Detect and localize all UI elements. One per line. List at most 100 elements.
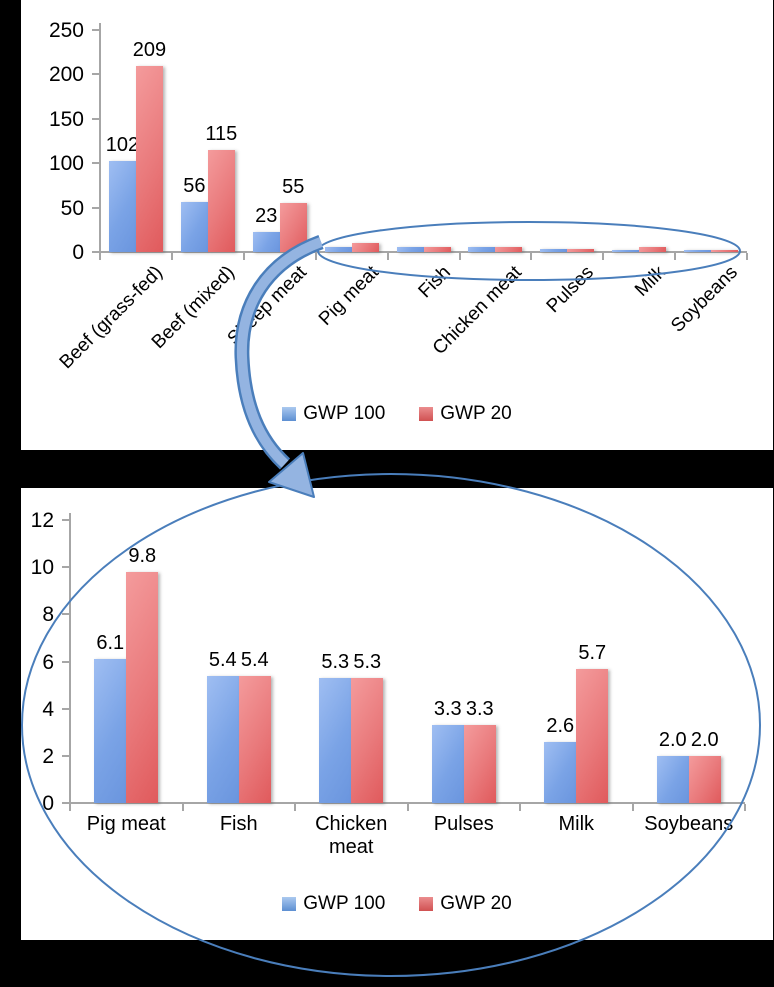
zoomed-chart-panel: 0 2 4 6 8 10 12 6.1 9.8 Pig meat 5.4 5.4 Fish 5.3 5.3 C…: [21, 488, 773, 940]
y-axis-tick: [62, 707, 69, 710]
x-axis-tick: [530, 253, 533, 260]
y-axis-line: [69, 513, 71, 805]
category-label: Milk: [631, 262, 671, 301]
y-tick-label: 4: [42, 697, 54, 721]
y-axis-tick: [92, 206, 99, 209]
category-label: Soybeans: [667, 262, 742, 337]
bar-gwp20-chicken-meat: [351, 678, 384, 803]
y-tick-label: 2: [42, 744, 54, 768]
bar-gwp20-fish: [238, 675, 271, 803]
bar-gwp100-milk: [612, 249, 640, 252]
bar-gwp100-fish: [396, 247, 424, 252]
bar-gwp20-pig-meat: [126, 571, 159, 803]
category-label: Fish: [219, 813, 258, 835]
y-tick-label: 100: [48, 152, 84, 176]
y-tick-label: 200: [48, 63, 84, 87]
bar-gwp20-soybeans: [688, 755, 721, 803]
x-axis-tick: [746, 253, 749, 260]
bar-gwp100-pig-meat: [324, 246, 352, 252]
y-tick-label: 0: [72, 241, 84, 264]
category-label: Beef (grass-fed): [55, 262, 167, 374]
bar-value-label: 5.4: [240, 648, 269, 671]
bar-gwp20-soybeans: [711, 250, 739, 252]
y-axis-tick: [62, 754, 69, 757]
bar-gwp20-milk: [576, 668, 609, 803]
bar-value-label: 102: [105, 134, 140, 157]
category-label: Pig meat: [314, 262, 383, 330]
bar-value-label: 9.8: [128, 544, 157, 567]
y-tick-label: 10: [30, 556, 54, 580]
x-axis-tick: [674, 253, 677, 260]
x-axis-tick: [458, 253, 461, 260]
y-axis-tick: [62, 613, 69, 616]
y-tick-label: 250: [48, 19, 84, 42]
bar-gwp20-beef-grass-fed-: [135, 66, 163, 252]
overview-chart: 0 50 100 150 200 250 102 209 Beef (grass-fed) 56 1…: [21, 0, 773, 450]
bar-gwp20-chicken-meat: [495, 247, 523, 252]
y-axis-tick: [92, 117, 99, 120]
x-axis-tick: [294, 804, 296, 811]
category-label: Milk: [558, 813, 595, 835]
bar-gwp100-soybeans: [656, 755, 689, 803]
legend-item-gwp100: GWP 100: [282, 894, 385, 913]
category-label: Beef (mixed): [147, 262, 239, 354]
category-label: Soybeans: [644, 813, 734, 835]
zoomed-chart: 0 2 4 6 8 10 12 6.1 9.8 Pig meat 5.4 5.4 Fish 5.3 5.3 C…: [21, 488, 773, 940]
bar-gwp100-beef-grass-fed-: [108, 161, 136, 252]
legend-label-gwp100: GWP 100: [303, 893, 386, 914]
category-label: Chicken meat: [429, 262, 527, 359]
bar-gwp20-beef-mixed-: [207, 149, 235, 252]
bar-value-label: 2.0: [690, 728, 719, 751]
category-label: Sheep meat: [223, 262, 311, 350]
x-axis-tick: [519, 804, 521, 811]
x-axis-tick: [99, 253, 101, 260]
legend-swatch-blue-icon: [282, 406, 297, 421]
bar-gwp20-pulses: [567, 249, 595, 252]
bar-gwp20-milk: [639, 246, 667, 252]
bar-gwp100-soybeans: [684, 250, 712, 252]
category-label: Pulses: [433, 813, 494, 835]
bar-gwp100-sheep-meat: [252, 231, 280, 252]
legend-swatch-blue-icon: [282, 896, 297, 911]
bar-gwp100-chicken-meat: [468, 247, 496, 252]
x-axis-tick: [744, 804, 746, 811]
x-axis-tick: [170, 253, 173, 260]
legend-swatch-red-icon: [419, 406, 434, 421]
legend-label-gwp100: GWP 100: [303, 403, 386, 424]
bar-gwp100-fish: [206, 675, 239, 803]
x-axis-tick: [181, 804, 184, 811]
x-axis-tick: [602, 253, 605, 260]
y-tick-label: 150: [48, 107, 84, 131]
bar-gwp20-fish: [423, 247, 451, 252]
x-axis-tick: [242, 253, 245, 260]
bar-gwp100-pulses: [431, 725, 464, 803]
x-axis-tick: [631, 804, 634, 811]
y-axis-tick: [62, 802, 69, 804]
bar-gwp100-pulses: [540, 249, 568, 252]
bar-value-label: 5.7: [578, 641, 607, 664]
y-axis-tick: [92, 29, 99, 31]
y-tick-label: 0: [42, 792, 54, 815]
legend-label-gwp20: GWP 20: [440, 403, 512, 424]
category-label: Chicken meat: [315, 813, 388, 858]
y-tick-label: 12: [30, 509, 54, 533]
zoomed-legend: GWP 100 GWP 20: [21, 894, 773, 913]
bar-value-label: 3.3: [465, 698, 494, 721]
bar-gwp20-pig-meat: [351, 243, 379, 252]
bar-value-label: 115: [205, 122, 238, 145]
x-axis-tick: [386, 253, 389, 260]
bar-gwp20-pulses: [463, 725, 496, 803]
x-axis-tick: [314, 253, 317, 260]
bar-value-label: 56: [183, 175, 206, 198]
legend-item-gwp20: GWP 20: [419, 403, 512, 424]
y-tick-label: 8: [42, 603, 54, 627]
y-tick-label: 50: [60, 196, 84, 220]
bar-gwp20-sheep-meat: [279, 203, 307, 252]
y-axis-tick: [92, 162, 99, 165]
bar-gwp100-pig-meat: [94, 659, 127, 803]
category-label: Pulses: [543, 262, 599, 318]
y-axis-tick: [92, 251, 99, 253]
legend-item-gwp20: GWP 20: [419, 894, 512, 913]
category-label: Fish: [414, 262, 455, 303]
